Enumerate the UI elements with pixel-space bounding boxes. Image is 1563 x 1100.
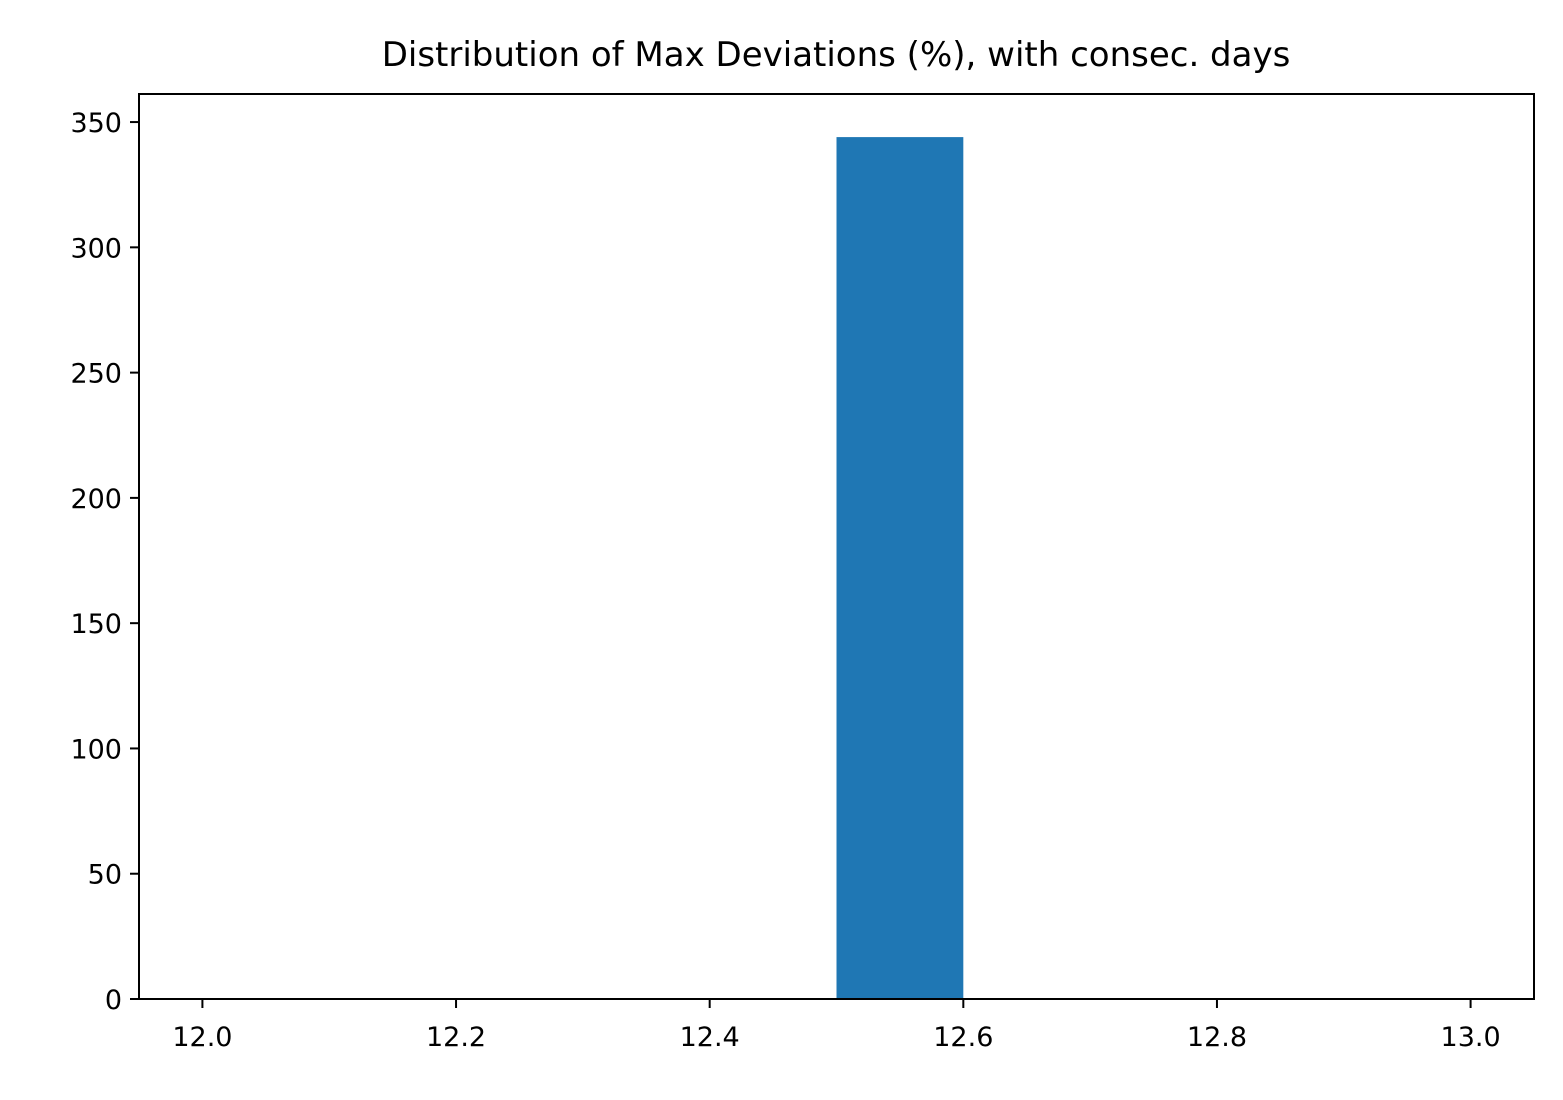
x-tick-label: 12.2 <box>426 1022 486 1053</box>
histogram-bar-0 <box>836 137 964 1000</box>
bars-layer <box>836 137 964 1000</box>
y-tick-label: 200 <box>70 484 122 515</box>
y-tick-label: 100 <box>70 734 122 765</box>
chart-title: Distribution of Max Deviations (%), with… <box>382 35 1291 75</box>
y-tick-label: 150 <box>70 609 122 640</box>
x-tick-label: 12.8 <box>1187 1022 1247 1053</box>
y-tick-label: 50 <box>88 860 122 891</box>
y-tick-label: 0 <box>105 985 122 1016</box>
y-axis-ticks: 0 50 100 150 200 250 300 350 <box>70 108 139 1016</box>
plot-frame <box>138 93 1535 1000</box>
y-tick-label: 250 <box>70 359 122 390</box>
x-tick-label: 12.0 <box>172 1022 232 1053</box>
x-tick-label: 13.0 <box>1441 1022 1501 1053</box>
x-tick-label: 12.6 <box>933 1022 993 1053</box>
x-axis-ticks: 12.0 12.2 12.4 12.6 12.8 13.0 <box>172 999 1501 1053</box>
y-tick-label: 300 <box>70 233 122 264</box>
y-tick-label: 350 <box>70 108 122 139</box>
x-tick-label: 12.4 <box>680 1022 740 1053</box>
